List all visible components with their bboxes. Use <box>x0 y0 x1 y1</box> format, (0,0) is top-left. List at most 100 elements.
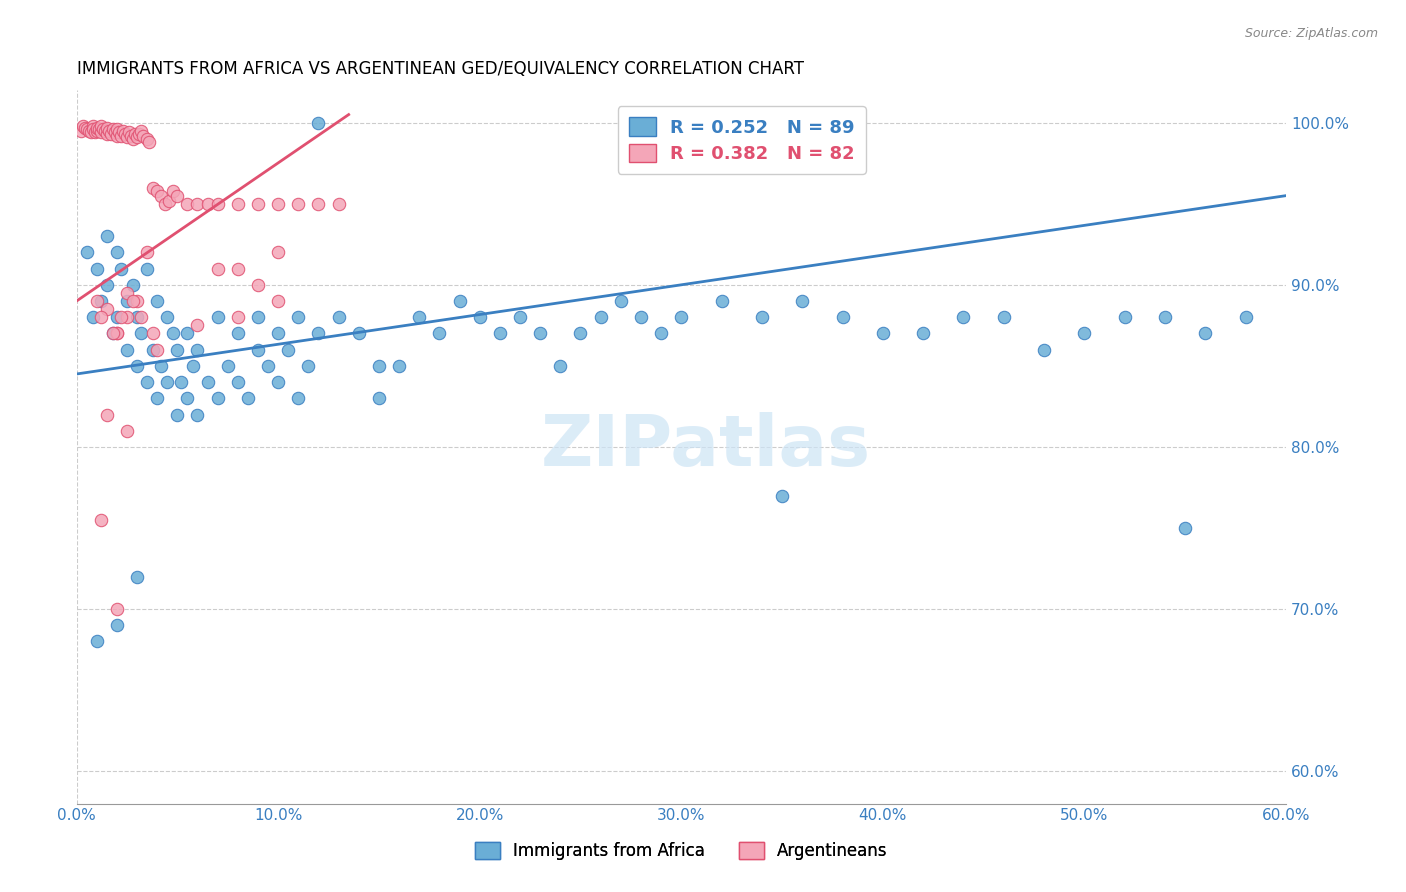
Point <box>226 196 249 211</box>
Point <box>136 245 159 260</box>
Point <box>79 125 101 139</box>
Point <box>96 408 118 422</box>
Point <box>115 424 138 438</box>
Point <box>105 602 128 616</box>
Point <box>142 326 165 341</box>
Point <box>105 245 128 260</box>
Point <box>347 326 370 341</box>
Point <box>226 261 249 276</box>
Point <box>257 359 280 373</box>
Point <box>76 122 98 136</box>
Point <box>569 326 592 341</box>
Point <box>246 343 269 357</box>
Point <box>831 310 853 325</box>
Point <box>115 293 138 308</box>
Point <box>156 375 179 389</box>
Point <box>1033 343 1056 357</box>
Point <box>297 359 319 373</box>
Point <box>96 229 118 244</box>
Point <box>87 122 110 136</box>
Point <box>408 310 430 325</box>
Point <box>287 196 309 211</box>
Point <box>388 359 411 373</box>
Point <box>770 489 793 503</box>
Point <box>110 128 132 143</box>
Point <box>872 326 894 341</box>
Point <box>96 120 118 135</box>
Point <box>449 293 471 308</box>
Point <box>186 318 208 333</box>
Point <box>96 127 118 141</box>
Point <box>111 124 134 138</box>
Point <box>114 127 136 141</box>
Point <box>122 293 145 308</box>
Point <box>197 375 219 389</box>
Point <box>105 310 128 325</box>
Text: Source: ZipAtlas.com: Source: ZipAtlas.com <box>1244 27 1378 40</box>
Point <box>186 343 208 357</box>
Point <box>90 119 112 133</box>
Point <box>186 408 208 422</box>
Point <box>207 392 229 406</box>
Point <box>105 326 128 341</box>
Legend: Immigrants from Africa, Argentineans: Immigrants from Africa, Argentineans <box>468 835 894 867</box>
Text: IMMIGRANTS FROM AFRICA VS ARGENTINEAN GED/EQUIVALENCY CORRELATION CHART: IMMIGRANTS FROM AFRICA VS ARGENTINEAN GE… <box>76 60 804 78</box>
Point <box>105 128 128 143</box>
Point <box>125 359 148 373</box>
Point <box>650 326 672 341</box>
Point <box>166 188 188 202</box>
Point <box>146 293 169 308</box>
Point <box>138 135 160 149</box>
Point <box>912 326 935 341</box>
Point <box>97 124 120 138</box>
Point <box>120 128 142 143</box>
Point <box>86 634 108 648</box>
Point <box>128 127 150 141</box>
Point <box>90 125 112 139</box>
Point <box>115 130 138 145</box>
Point <box>170 375 193 389</box>
Point <box>328 196 350 211</box>
Point <box>176 392 198 406</box>
Point <box>307 326 329 341</box>
Point <box>129 310 152 325</box>
Point <box>136 375 159 389</box>
Point <box>82 122 104 136</box>
Point <box>90 513 112 527</box>
Point <box>207 261 229 276</box>
Point <box>751 310 773 325</box>
Point <box>207 196 229 211</box>
Point <box>226 375 249 389</box>
Point <box>83 125 105 139</box>
Point <box>267 245 290 260</box>
Point <box>69 124 91 138</box>
Point <box>589 310 612 325</box>
Point <box>77 124 100 138</box>
Point <box>226 326 249 341</box>
Point <box>509 310 531 325</box>
Point <box>142 343 165 357</box>
Point <box>197 196 219 211</box>
Point <box>90 310 112 325</box>
Point <box>1194 326 1216 341</box>
Point <box>328 310 350 325</box>
Point <box>90 293 112 308</box>
Point <box>157 194 180 208</box>
Point <box>136 261 159 276</box>
Point <box>101 326 124 341</box>
Point <box>129 124 152 138</box>
Point <box>125 310 148 325</box>
Point <box>91 122 114 136</box>
Point <box>307 196 329 211</box>
Point <box>155 196 177 211</box>
Point <box>1073 326 1095 341</box>
Point <box>671 310 693 325</box>
Point <box>277 343 299 357</box>
Point <box>246 310 269 325</box>
Point <box>246 196 269 211</box>
Point <box>86 261 108 276</box>
Point <box>367 392 389 406</box>
Point <box>124 127 146 141</box>
Point <box>150 188 173 202</box>
Point <box>226 310 249 325</box>
